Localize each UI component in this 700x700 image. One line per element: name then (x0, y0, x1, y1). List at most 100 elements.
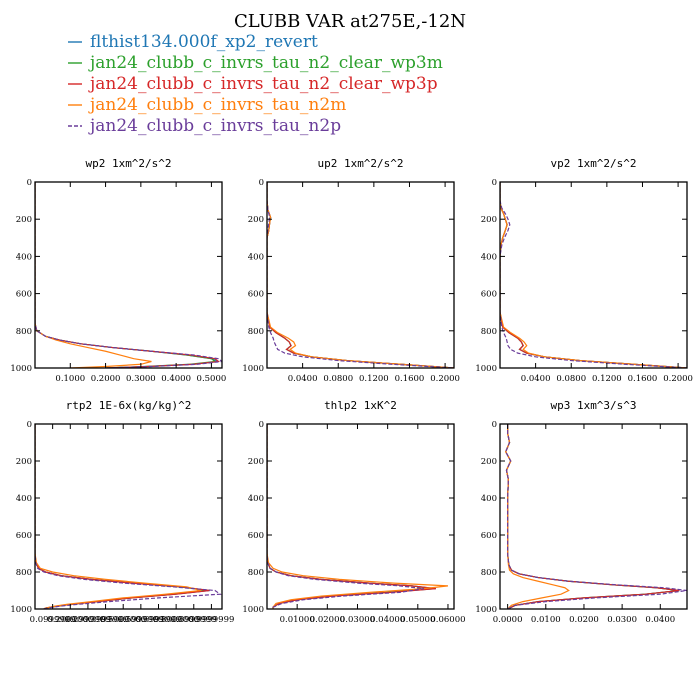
y-tick-label: 0 (27, 178, 32, 188)
x-tick-label: 0.03000 (340, 615, 375, 625)
legend-entry: jan24_clubb_c_invrs_tau_n2_clear_wp3m (68, 53, 443, 73)
y-tick-label: 600 (248, 531, 264, 541)
x-tick-label: 0.1600 (628, 374, 658, 384)
x-tick-label: 0.3000 (126, 374, 156, 384)
series-group (267, 424, 449, 609)
plot-panel: wp2 1xm^2/s^2 0 200 400 600 800 1000 0.1000 0.20… (10, 157, 226, 384)
y-tick-label: 200 (16, 215, 32, 225)
x-tick-label: 0.1600 (395, 374, 425, 384)
y-tick-label: 800 (248, 327, 264, 337)
legend-label: jan24_clubb_c_invrs_tau_n2p (88, 116, 341, 136)
plot-frame (499, 181, 688, 369)
series-line (267, 182, 454, 368)
legend-entry: flthist134.000f_xp2_revert (68, 32, 318, 52)
x-tick-label: 0.0400 (645, 615, 675, 625)
plot-frame (34, 423, 223, 610)
legend-label: jan24_clubb_c_invrs_tau_n2_clear_wp3p (88, 74, 438, 94)
series-line (505, 424, 680, 609)
x-tick-label: 0.2000 (91, 374, 121, 384)
x-tick-label: 0.5999999 (118, 615, 164, 625)
series-line (500, 182, 687, 368)
y-tick-label: 400 (248, 494, 264, 504)
series-line (35, 182, 222, 368)
series-line (267, 424, 436, 609)
x-tick-label: 0.04000 (370, 615, 405, 625)
legend-entry: jan24_clubb_c_invrs_tau_n2_clear_wp3p (68, 74, 438, 94)
x-tick-label: 0.5000 (197, 374, 227, 384)
y-tick-label: 800 (248, 568, 264, 578)
plot-panel: thlp2 1xK^2 0 200 400 600 800 1000 0.010000.020… (242, 399, 465, 625)
x-tick-label: 0.2000 (663, 374, 693, 384)
y-tick-label: 1000 (10, 364, 32, 374)
series-group (267, 182, 454, 368)
x-tick-label: 0.2000000 (47, 615, 93, 625)
x-tick-label: 0.0999999 (30, 615, 76, 625)
y-tick-label: 400 (481, 252, 497, 262)
panel-title: up2 1xm^2/s^2 (317, 157, 403, 170)
y-tick-label: 800 (481, 568, 497, 578)
y-tick-label: 400 (16, 252, 32, 262)
series-line (500, 182, 687, 368)
x-tick-label: 0.2000 (430, 374, 460, 384)
series-line (505, 424, 687, 609)
legend-label: flthist134.000f_xp2_revert (90, 32, 318, 52)
plot-frame (266, 181, 455, 369)
legend-label: jan24_clubb_c_invrs_tau_n2_clear_wp3m (88, 53, 443, 73)
panel-title: vp2 1xm^2/s^2 (550, 157, 636, 170)
series-line (500, 182, 687, 368)
y-tick-label: 400 (16, 494, 32, 504)
y-tick-label: 1000 (475, 364, 497, 374)
legend-entry: jan24_clubb_c_invrs_tau_n2p (68, 116, 341, 136)
y-tick-label: 1000 (475, 605, 497, 615)
series-line (267, 182, 454, 368)
y-tick-label: 600 (481, 531, 497, 541)
y-tick-label: 0 (27, 420, 32, 430)
x-tick-label: 0.0800 (556, 374, 586, 384)
y-tick-label: 200 (481, 215, 497, 225)
x-tick-label: 0.05000 (400, 615, 435, 625)
series-group (35, 424, 222, 609)
y-tick-label: 0 (259, 178, 264, 188)
y-tick-label: 800 (481, 327, 497, 337)
x-tick-label: 0.0100 (531, 615, 561, 625)
x-tick-label: 0.1200 (359, 374, 389, 384)
series-line (505, 424, 680, 609)
legend-entry: jan24_clubb_c_invrs_tau_n2m (68, 95, 346, 115)
y-tick-label: 0 (492, 178, 497, 188)
y-tick-label: 600 (16, 531, 32, 541)
x-tick-label: 0.4000 (161, 374, 191, 384)
x-tick-label: 0.9999999 (188, 615, 234, 625)
y-tick-label: 600 (248, 290, 264, 300)
panel-title: rtp2 1E-6x(kg/kg)^2 (66, 399, 192, 412)
series-line (500, 182, 687, 368)
x-tick-label: 0.3999999 (83, 615, 129, 625)
x-tick-label: 0.6999999 (136, 615, 182, 625)
y-tick-label: 1000 (242, 605, 264, 615)
y-tick-label: 800 (16, 568, 32, 578)
plot-frame (34, 181, 223, 369)
series-line (35, 182, 152, 368)
x-tick-label: 0.02000 (310, 615, 345, 625)
y-tick-label: 600 (16, 290, 32, 300)
x-tick-label: 0.5000000 (100, 615, 146, 625)
panels: wp2 1xm^2/s^2 0 200 400 600 800 1000 0.1000 0.20… (10, 157, 693, 625)
y-tick-label: 1000 (242, 364, 264, 374)
plot-frame (266, 423, 455, 610)
x-tick-label: 0.0400 (521, 374, 551, 384)
plot-panel: vp2 1xm^2/s^2 0 200 400 600 800 1000 0.0400 0.08… (475, 157, 693, 384)
plot-panel: up2 1xm^2/s^2 0 200 400 600 800 1000 0.0400 0.08… (242, 157, 460, 384)
series-line (505, 424, 680, 609)
series-line (267, 424, 424, 609)
y-tick-label: 600 (481, 290, 497, 300)
y-tick-label: 200 (248, 457, 264, 467)
series-group (505, 424, 687, 609)
series-line (35, 424, 222, 609)
x-tick-label: 0.8999999 (171, 615, 217, 625)
x-tick-label: 0.2999999 (65, 615, 111, 625)
y-tick-label: 200 (481, 457, 497, 467)
y-tick-label: 200 (16, 457, 32, 467)
x-tick-label: 0.0000 (493, 615, 523, 625)
legend: flthist134.000f_xp2_revertjan24_clubb_c_… (68, 32, 443, 136)
